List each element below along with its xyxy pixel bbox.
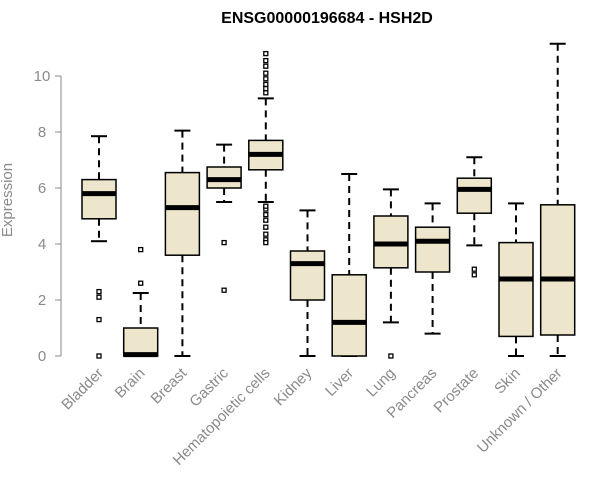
x-category-label: Kidney (271, 364, 316, 409)
x-category-label: Skin (491, 365, 524, 398)
outlier-point (263, 239, 269, 246)
y-axis: 0 2 4 6 8 10 (34, 68, 62, 365)
x-category-label: Bladder (58, 365, 107, 414)
iqr-box (289, 250, 326, 301)
x-category-label: Lung (363, 365, 399, 401)
outlier-point (263, 203, 269, 209)
x-category-label: Liver (322, 365, 357, 400)
outlier-point (96, 316, 102, 323)
outlier-point (138, 280, 144, 286)
outlier-point (96, 353, 102, 359)
box-kidney (289, 209, 326, 357)
iqr-box (539, 204, 576, 336)
box-pancreas (414, 202, 451, 335)
outlier-point (263, 85, 269, 92)
box-unknown-other (539, 42, 576, 357)
outlier-point (138, 246, 144, 253)
box-breast (164, 129, 201, 357)
outlier-point (263, 90, 269, 96)
outlier-point (263, 81, 269, 88)
y-tick-label: 8 (38, 124, 46, 141)
iqr-box (81, 178, 117, 220)
box-bladder (81, 135, 117, 359)
outlier-point (263, 224, 269, 230)
plot-area (81, 42, 576, 359)
chart-title: ENSG00000196684 - HSH2D (221, 10, 433, 27)
x-category-label: Brain (112, 365, 149, 402)
iqr-box (164, 171, 201, 256)
outlier-point (263, 217, 269, 223)
box-prostate (456, 156, 493, 278)
box-lung (373, 188, 409, 359)
y-tick-label: 10 (34, 68, 51, 85)
iqr-box (414, 226, 451, 273)
iqr-box (456, 177, 493, 214)
x-category-label: Prostate (431, 365, 483, 417)
y-tick-label: 4 (38, 236, 46, 253)
box-gastric (206, 143, 242, 293)
box-hematopoietic-cells (248, 50, 284, 246)
outlier-point (96, 288, 102, 295)
outlier-point (263, 231, 269, 237)
box-liver (331, 173, 367, 357)
outlier-point (388, 353, 394, 359)
outlier-point (263, 50, 269, 57)
outlier-point (471, 266, 477, 272)
outlier-point (96, 294, 102, 300)
outlier-point (263, 57, 269, 64)
outlier-point (221, 287, 227, 293)
y-axis-label: Expression (0, 163, 16, 237)
iqr-box (122, 327, 159, 357)
outlier-point (471, 272, 477, 278)
outlier-point (263, 211, 269, 218)
iqr-box (498, 241, 534, 338)
x-category-label: Breast (148, 364, 191, 407)
outlier-point (263, 76, 269, 82)
outlier-point (263, 70, 269, 76)
y-tick-label: 0 (38, 348, 46, 365)
box-skin (498, 202, 534, 357)
y-tick-label: 2 (38, 292, 46, 309)
outlier-point (221, 239, 227, 246)
y-tick-label: 6 (38, 180, 46, 197)
iqr-box (331, 274, 367, 357)
box-brain (122, 246, 159, 358)
outlier-point (263, 63, 269, 69)
